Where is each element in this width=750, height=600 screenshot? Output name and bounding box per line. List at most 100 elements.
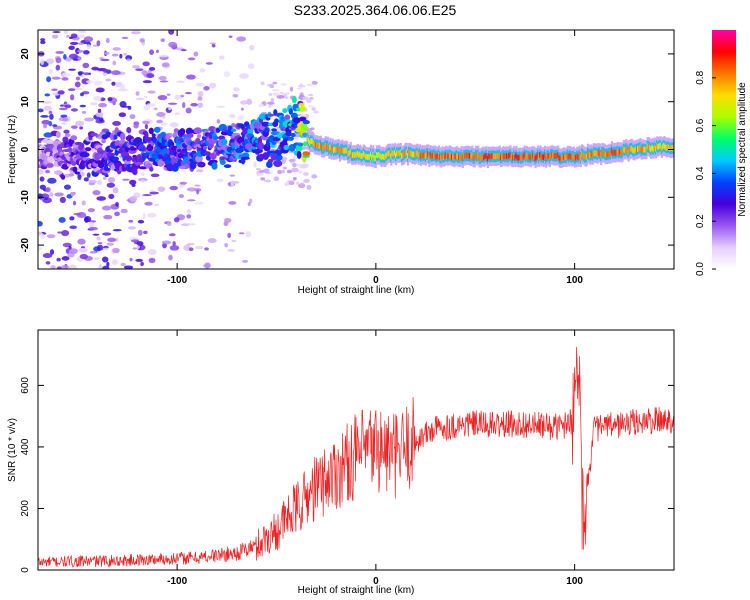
- ridge-core: [392, 151, 395, 157]
- noise-blob: [102, 68, 109, 73]
- noise-blob: [211, 44, 216, 48]
- ridge-blob: [151, 133, 156, 137]
- noise-blob: [41, 119, 51, 125]
- ridge-core: [315, 142, 318, 148]
- ridge-core: [534, 155, 537, 162]
- ridge-core: [416, 150, 419, 157]
- noise-blob: [131, 184, 136, 188]
- noise-blob: [143, 230, 148, 235]
- noise-blob: [121, 36, 129, 40]
- ridge-core: [611, 150, 615, 156]
- noise-blob: [100, 58, 110, 62]
- noise-blob: [108, 193, 115, 199]
- ridge-blob: [90, 132, 98, 137]
- noise-blob: [207, 237, 217, 244]
- noise-blob: [122, 178, 130, 181]
- ridge-blob: [173, 128, 180, 133]
- noise-blob: [105, 174, 109, 178]
- ridge-core: [583, 153, 586, 159]
- ridge-core: [576, 153, 579, 160]
- noise-blob: [115, 201, 119, 207]
- ridge-core: [385, 152, 388, 159]
- noise-blob: [68, 68, 76, 71]
- noise-blob: [253, 161, 257, 168]
- ridge-core: [384, 154, 387, 161]
- noise-blob: [188, 247, 194, 252]
- noise-blob: [107, 237, 117, 242]
- noise-blob: [114, 211, 120, 217]
- ridge-blob: [241, 156, 250, 160]
- noise-blob: [237, 115, 245, 121]
- ridge-core: [561, 154, 565, 161]
- ridge-core: [409, 149, 412, 156]
- noise-blob: [311, 80, 318, 85]
- ridge-blob: [264, 126, 270, 133]
- ridge-blob: [179, 128, 186, 136]
- ridge-blob: [38, 169, 44, 175]
- noise-blob: [52, 31, 61, 34]
- ridge-blob: [296, 151, 302, 159]
- ridge-core: [631, 145, 634, 152]
- ridge-core: [598, 150, 602, 156]
- noise-blob: [194, 201, 204, 205]
- noise-blob: [88, 182, 95, 186]
- ridge-core: [577, 154, 580, 161]
- noise-blob: [139, 38, 145, 43]
- ridge-core: [310, 138, 313, 144]
- ridge-core: [445, 152, 448, 159]
- ridge-core: [357, 152, 361, 158]
- ridge-blob: [223, 164, 232, 169]
- noise-blob: [72, 200, 77, 206]
- ridge-core: [629, 145, 633, 152]
- ridge-core: [307, 137, 311, 144]
- ridge-core: [456, 154, 460, 160]
- noise-blob: [185, 74, 196, 80]
- ridge-core: [522, 153, 525, 160]
- ridge-core: [657, 144, 660, 150]
- ridge-core: [410, 150, 413, 157]
- ridge-core: [559, 155, 562, 162]
- ridge-core: [461, 155, 464, 162]
- ridge-blob: [60, 174, 66, 180]
- snr-frame: [37, 329, 675, 571]
- noise-blob: [83, 177, 89, 182]
- noise-blob: [227, 248, 235, 252]
- noise-blob: [130, 239, 138, 243]
- noise-blob: [279, 91, 285, 95]
- noise-blob: [77, 174, 82, 180]
- noise-blob: [309, 96, 314, 100]
- noise-blob: [205, 62, 213, 65]
- noise-blob: [231, 239, 237, 243]
- x-tick-label: -100: [167, 275, 187, 286]
- noise-blob: [310, 127, 315, 131]
- ridge-core: [548, 154, 551, 161]
- ridge-core: [381, 153, 385, 160]
- ridge-core: [460, 152, 463, 159]
- ridge-core: [441, 153, 444, 159]
- ridge-core: [573, 155, 577, 161]
- noise-blob: [107, 97, 113, 102]
- ridge-blob: [153, 126, 161, 133]
- ridge-core: [617, 149, 621, 156]
- ridge-core: [642, 146, 646, 153]
- noise-blob: [52, 124, 58, 127]
- ridge-core: [571, 154, 574, 160]
- ridge-core: [433, 152, 436, 159]
- noise-blob: [69, 94, 75, 101]
- noise-blob: [268, 93, 273, 96]
- noise-blob: [60, 264, 70, 269]
- ridge-core: [366, 153, 369, 160]
- noise-blob: [49, 249, 55, 255]
- ridge-core: [312, 140, 315, 146]
- noise-blob: [129, 114, 136, 120]
- noise-blob: [112, 228, 122, 232]
- ridge-core: [492, 153, 495, 160]
- noise-blob: [129, 179, 137, 186]
- ridge-core: [412, 151, 416, 158]
- ridge-blob: [81, 152, 90, 158]
- ridge-core: [440, 155, 443, 161]
- noise-blob: [102, 232, 112, 236]
- ridge-core: [326, 143, 330, 150]
- noise-blob: [111, 81, 116, 86]
- noise-blob: [169, 185, 178, 191]
